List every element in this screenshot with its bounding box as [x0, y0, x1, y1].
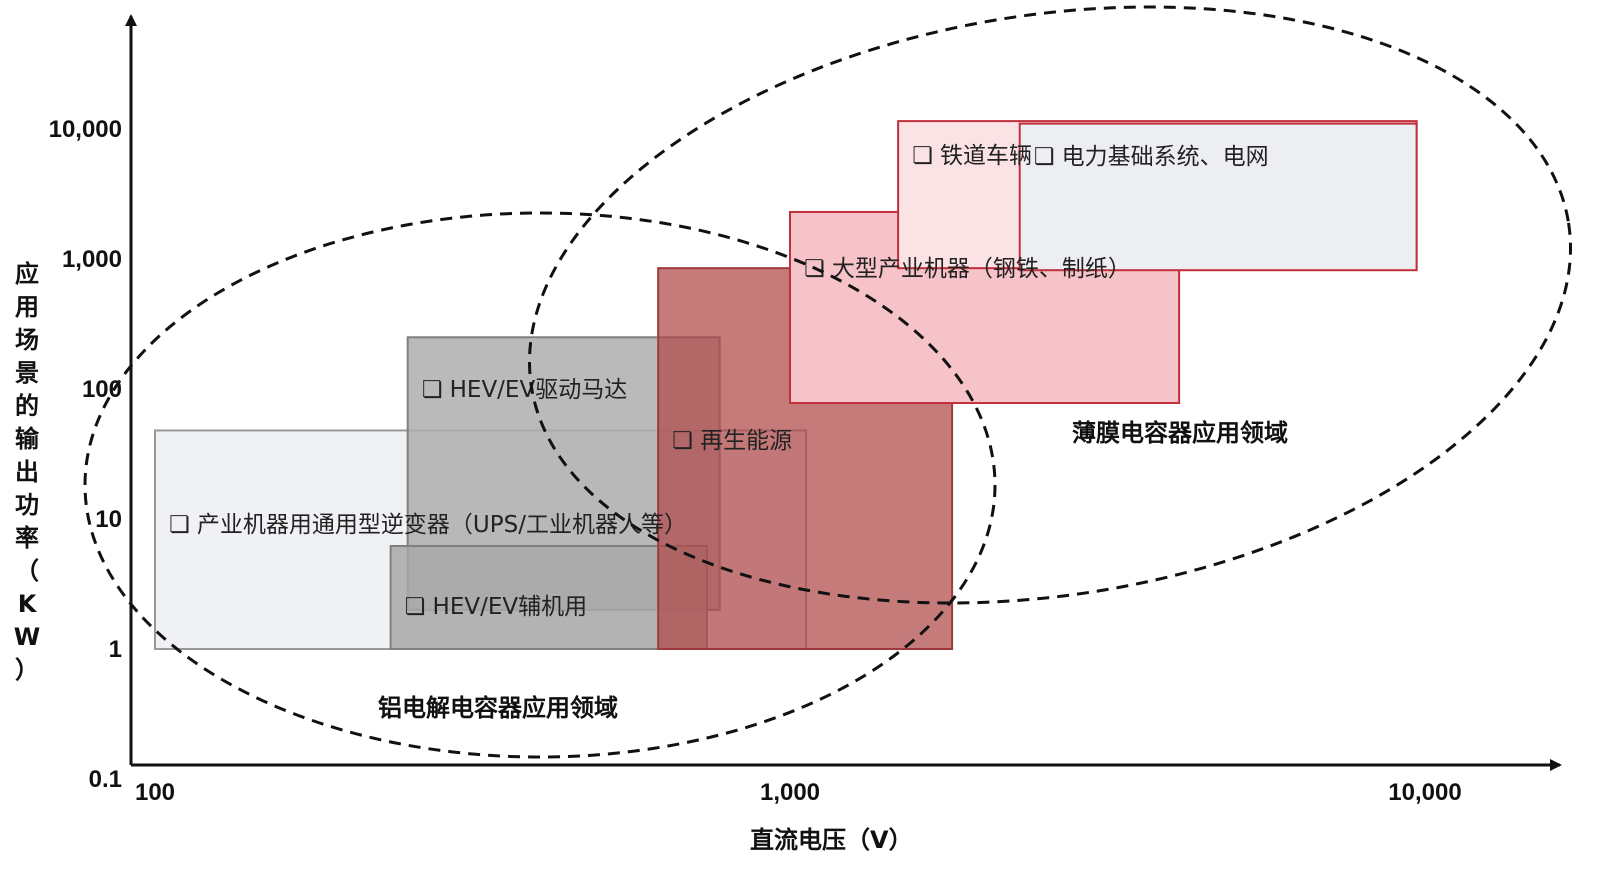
application-labels: ❏ 产业机器用通用型逆变器（UPS/工业机器人等） ❏ HEV/EV驱动马达 ❏ H… [169, 143, 1269, 620]
y-tick-label: 1 [109, 636, 122, 663]
renewable-label: ❏ 再生能源 [672, 428, 792, 454]
railway-label: ❏ 铁道车辆 [912, 143, 1032, 169]
y-tick-label: 1,000 [62, 246, 122, 273]
large-machine-label: ❏ 大型产业机器（钢铁、制纸） [804, 256, 1131, 282]
y-axis-title: 应用场景的输出功率（ K W） [14, 260, 40, 684]
hev-drive-label: ❏ HEV/EV驱动马达 [422, 377, 628, 403]
y-tick-label: 10,000 [49, 116, 122, 143]
power-grid-box [1018, 122, 1418, 272]
y-tick-label: 0.1 [89, 766, 122, 793]
x-tick-label: 10,000 [1388, 779, 1461, 806]
film-region-label: 薄膜电容器应用领域 [1072, 419, 1288, 447]
film-region-ellipse [527, 5, 1573, 605]
x-tick-label: 1,000 [760, 779, 820, 806]
x-axis-title: 直流电压（V） [750, 826, 913, 854]
application-boxes [154, 120, 1418, 650]
x-tick-labels: 100 1,000 10,000 [135, 779, 1462, 806]
power-grid-label: ❏ 电力基础系统、电网 [1034, 144, 1269, 170]
al-electrolytic-region-ellipse [83, 211, 997, 759]
hev-aux-box [389, 544, 708, 650]
hev-aux-label: ❏ HEV/EV辅机用 [405, 594, 588, 620]
y-tick-label: 100 [82, 376, 122, 403]
al-electrolytic-region-label: 铝电解电容器应用领域 [378, 694, 618, 722]
y-tick-label: 10 [95, 506, 122, 533]
inverter-label: ❏ 产业机器用通用型逆变器（UPS/工业机器人等） [169, 512, 687, 538]
x-tick-label: 100 [135, 779, 175, 806]
y-tick-labels: 0.1 1 10 100 1,000 10,000 [49, 116, 122, 793]
